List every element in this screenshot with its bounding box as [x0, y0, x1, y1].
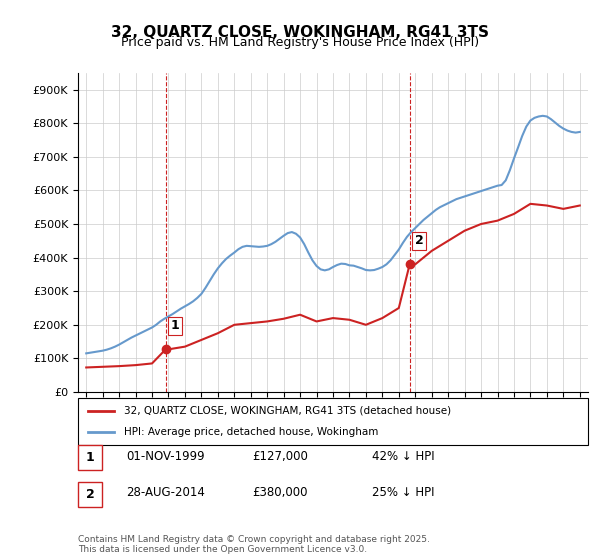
Text: HPI: Average price, detached house, Wokingham: HPI: Average price, detached house, Woki…	[124, 427, 378, 437]
Text: 28-AUG-2014: 28-AUG-2014	[126, 486, 205, 500]
Text: 2: 2	[415, 234, 424, 247]
Text: 32, QUARTZ CLOSE, WOKINGHAM, RG41 3TS: 32, QUARTZ CLOSE, WOKINGHAM, RG41 3TS	[111, 25, 489, 40]
Text: 42% ↓ HPI: 42% ↓ HPI	[372, 450, 434, 463]
Text: 01-NOV-1999: 01-NOV-1999	[126, 450, 205, 463]
Text: £127,000: £127,000	[252, 450, 308, 463]
Text: Price paid vs. HM Land Registry's House Price Index (HPI): Price paid vs. HM Land Registry's House …	[121, 36, 479, 49]
Text: Contains HM Land Registry data © Crown copyright and database right 2025.
This d: Contains HM Land Registry data © Crown c…	[78, 535, 430, 554]
Text: 1: 1	[86, 451, 94, 464]
FancyBboxPatch shape	[78, 445, 102, 470]
Text: 32, QUARTZ CLOSE, WOKINGHAM, RG41 3TS (detached house): 32, QUARTZ CLOSE, WOKINGHAM, RG41 3TS (d…	[124, 406, 451, 416]
Text: £380,000: £380,000	[252, 486, 308, 500]
Text: 1: 1	[170, 319, 179, 332]
Text: 2: 2	[86, 488, 94, 501]
FancyBboxPatch shape	[78, 482, 102, 507]
FancyBboxPatch shape	[78, 398, 588, 445]
Text: 25% ↓ HPI: 25% ↓ HPI	[372, 486, 434, 500]
